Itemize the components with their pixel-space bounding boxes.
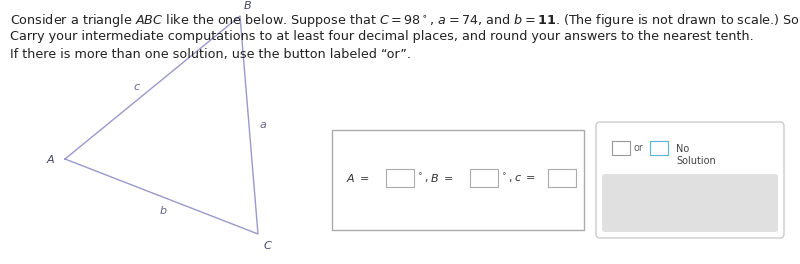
Text: $A$: $A$ <box>46 153 55 165</box>
Text: ↺: ↺ <box>674 194 689 212</box>
Text: $^\circ,$: $^\circ,$ <box>500 171 513 185</box>
FancyBboxPatch shape <box>602 174 778 232</box>
Bar <box>650 141 668 155</box>
Text: ?: ? <box>728 194 738 212</box>
Text: $a$: $a$ <box>259 120 267 130</box>
Text: $A\ =\ $: $A\ =\ $ <box>346 172 370 184</box>
Text: ×: × <box>622 194 637 212</box>
Text: $b$: $b$ <box>159 205 168 216</box>
Bar <box>470 169 498 187</box>
Text: $c\ =\ $: $c\ =\ $ <box>514 173 536 183</box>
Bar <box>332 130 584 230</box>
FancyBboxPatch shape <box>596 122 784 238</box>
Text: or: or <box>634 143 644 153</box>
Text: If there is more than one solution, use the button labeled “or”.: If there is more than one solution, use … <box>10 48 411 61</box>
Text: $B$: $B$ <box>243 0 252 11</box>
Text: No
Solution: No Solution <box>676 144 716 166</box>
Text: $c$: $c$ <box>133 82 141 92</box>
Bar <box>612 141 630 155</box>
Text: $C$: $C$ <box>263 239 273 251</box>
Bar <box>548 169 576 187</box>
Text: $^\circ,$: $^\circ,$ <box>416 171 429 185</box>
Bar <box>386 169 414 187</box>
Text: Consider a triangle $\mathit{ABC}$ like the one below. Suppose that $C = 98^\cir: Consider a triangle $\mathit{ABC}$ like … <box>10 12 800 29</box>
Text: Carry your intermediate computations to at least four decimal places, and round : Carry your intermediate computations to … <box>10 30 754 43</box>
Text: $B\ =\ $: $B\ =\ $ <box>430 172 454 184</box>
